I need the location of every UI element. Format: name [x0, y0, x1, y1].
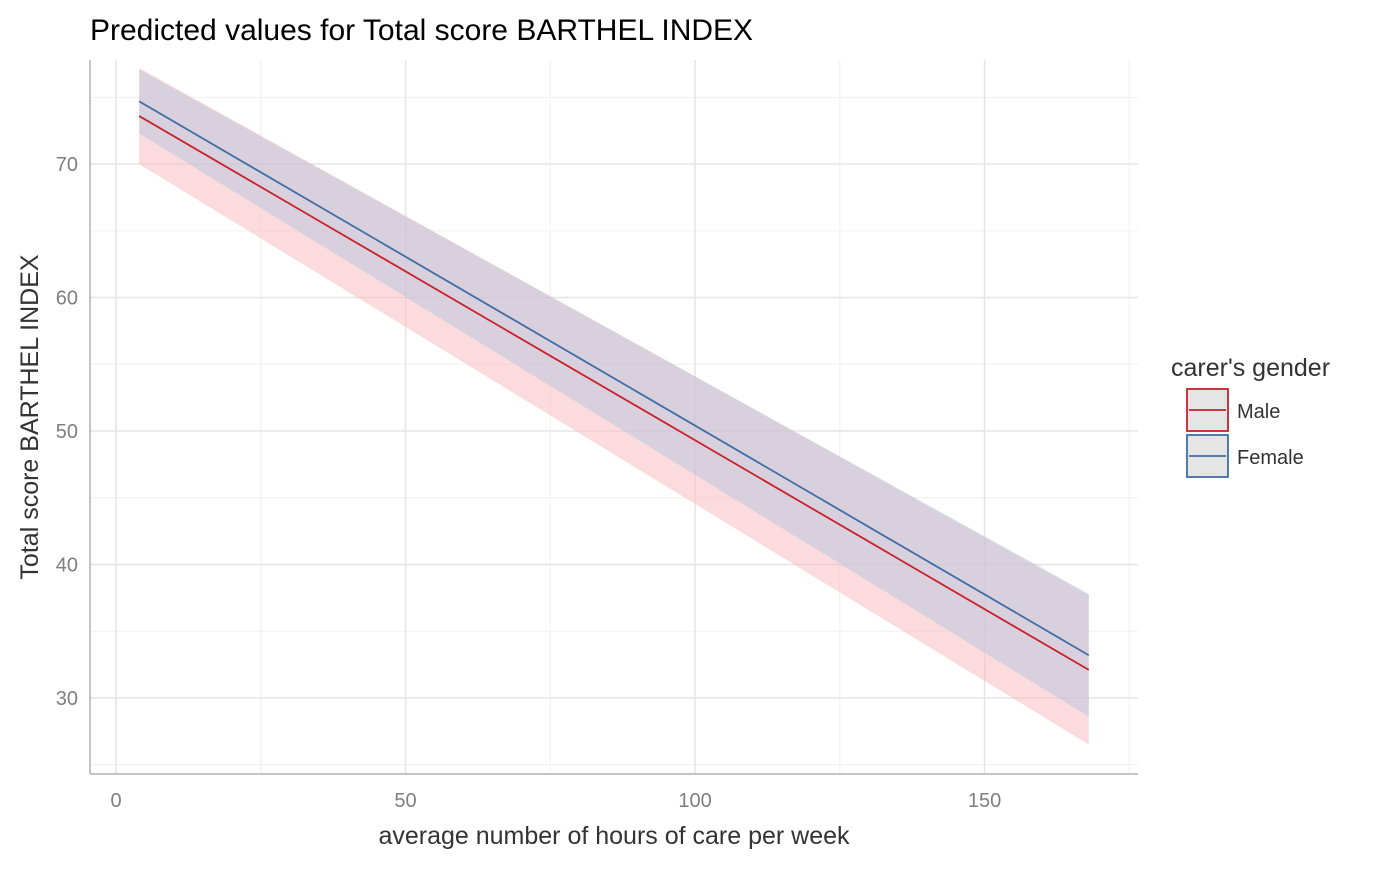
legend-label-female: Female [1237, 447, 1304, 469]
line-female [138, 100, 1090, 656]
y-tick-label: 50 [56, 421, 78, 443]
y-tick-label: 40 [56, 554, 78, 576]
x-tick-label: 50 [394, 790, 416, 812]
y-axis-title: Total score BARTHEL INDEX [16, 254, 44, 579]
x-axis-title: average number of hours of care per week [378, 822, 850, 850]
y-tick-label: 70 [56, 154, 78, 176]
legend: carer's gender Male Female [1171, 354, 1330, 478]
series-lines [138, 100, 1090, 671]
x-tick-label: 100 [678, 790, 711, 812]
legend-item-male: Male [1186, 388, 1280, 432]
x-tick-label: 150 [968, 790, 1001, 812]
legend-title: carer's gender [1171, 354, 1330, 382]
x-tick-label: 0 [110, 790, 121, 812]
chart-title: Predicted values for Total score BARTHEL… [90, 14, 753, 47]
axes: 0 50 100 150 30 40 50 60 70 [56, 60, 1138, 812]
legend-item-female: Female [1186, 434, 1304, 478]
y-tick-label: 60 [56, 288, 78, 310]
y-tick-label: 30 [56, 688, 78, 710]
confidence-bands [139, 68, 1089, 745]
line-male [138, 115, 1090, 671]
legend-label-male: Male [1237, 401, 1280, 423]
